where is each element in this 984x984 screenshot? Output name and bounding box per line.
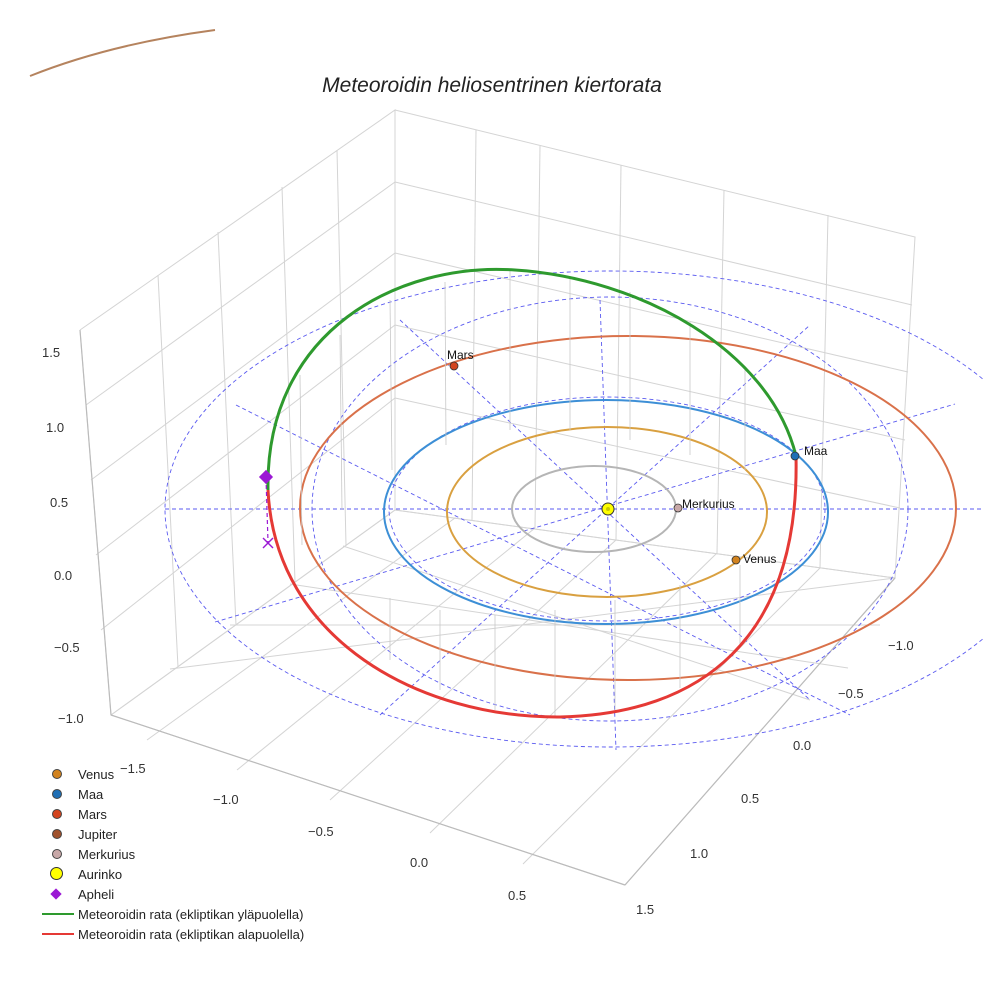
- legend-swatch: [38, 904, 78, 924]
- aphelion-projection-line: [265, 477, 269, 543]
- legend-label: Jupiter: [78, 826, 118, 842]
- y-tick: 0.0: [793, 738, 811, 753]
- mars-label: Mars: [447, 348, 474, 362]
- earth-orbit: [383, 399, 829, 625]
- legend-item-below: Meteoroidin rata (ekliptikan alapuolella…: [38, 924, 304, 944]
- x-axis-ticks: −1.5 −1.0 −0.5 0.0 0.5: [120, 761, 526, 903]
- meteoroid-orbit-below: [266, 455, 798, 719]
- x-tick: 0.5: [508, 888, 526, 903]
- venus-label: Venus: [743, 552, 776, 566]
- x-tick: −0.5: [308, 824, 334, 839]
- z-tick: −1.0: [58, 711, 84, 726]
- legend-swatch: [38, 924, 78, 944]
- y-tick: 0.5: [741, 791, 759, 806]
- z-tick: 1.0: [46, 420, 64, 435]
- z-tick: 0.0: [54, 568, 72, 583]
- y-axis-ticks: −1.0 −0.5 0.0 0.5 1.0 1.5: [636, 638, 914, 917]
- legend-item-above: Meteoroidin rata (ekliptikan yläpuolella…: [38, 904, 304, 924]
- legend-label: Merkurius: [78, 846, 136, 862]
- y-tick: −0.5: [838, 686, 864, 701]
- legend-swatch: [38, 864, 78, 884]
- legend-label: Mars: [78, 806, 107, 822]
- legend-label: Aurinko: [78, 866, 123, 882]
- z-tick: 1.5: [42, 345, 60, 360]
- x-tick: −1.5: [120, 761, 146, 776]
- y-tick: −1.0: [888, 638, 914, 653]
- back-right-pane: [394, 109, 916, 579]
- legend-label: Maa: [78, 786, 104, 802]
- legend-swatch: [38, 764, 78, 784]
- x-tick: −1.0: [213, 792, 239, 807]
- aphelion-marker: [258, 469, 274, 485]
- jupiter-orbit-arc: [29, 29, 216, 77]
- meteoroid-drop-lines: [299, 271, 746, 717]
- venus-marker: [731, 555, 741, 565]
- x-tick: 0.0: [410, 855, 428, 870]
- legend-item-apheli: Apheli: [38, 884, 304, 904]
- legend-label: Venus: [78, 766, 115, 782]
- legend-item-venus: Venus: [38, 764, 304, 784]
- y-tick: 1.0: [690, 846, 708, 861]
- reference-ring-outer: [164, 270, 984, 748]
- mercury-marker: [673, 503, 683, 513]
- z-tick: −0.5: [54, 640, 80, 655]
- legend-label: Meteoroidin rata (ekliptikan yläpuolella…: [78, 906, 304, 922]
- mars-orbit: [299, 335, 957, 681]
- z-axis-ticks: 1.5 1.0 0.5 0.0 −0.5 −1.0: [42, 345, 84, 726]
- legend-item-aurinko: Aurinko: [38, 864, 304, 884]
- axis-edges: [79, 329, 896, 886]
- legend-swatch: [38, 844, 78, 864]
- legend-label: Meteoroidin rata (ekliptikan alapuolella…: [78, 926, 305, 942]
- legend-item-jupiter: Jupiter: [38, 824, 304, 844]
- earth-marker: [790, 451, 800, 461]
- earth-label: Maa: [804, 444, 828, 458]
- z-tick: 0.5: [50, 495, 68, 510]
- legend-swatch: [38, 804, 78, 824]
- legend-swatch: [38, 824, 78, 844]
- chart-title: Meteoroidin heliosentrinen kiertorata: [322, 74, 662, 97]
- legend-swatch: [38, 884, 78, 904]
- meteoroid-orbit-above: [266, 267, 798, 491]
- venus-orbit: [446, 426, 768, 598]
- legend-item-merkurius: Merkurius: [38, 844, 304, 864]
- legend-label: Apheli: [78, 886, 115, 902]
- mars-marker: [449, 361, 459, 371]
- legend-swatch: [38, 784, 78, 804]
- planet-orbits: [299, 335, 957, 681]
- legend-item-mars: Mars: [38, 804, 304, 824]
- mercury-label: Merkurius: [682, 497, 735, 511]
- legend-item-maa: Maa: [38, 784, 304, 804]
- sun-core: [606, 507, 610, 511]
- legend: Venus Maa Mars Jupiter Merkurius Aurinko…: [38, 764, 304, 944]
- aphelion-projection-x: [262, 537, 274, 549]
- y-tick: 1.5: [636, 902, 654, 917]
